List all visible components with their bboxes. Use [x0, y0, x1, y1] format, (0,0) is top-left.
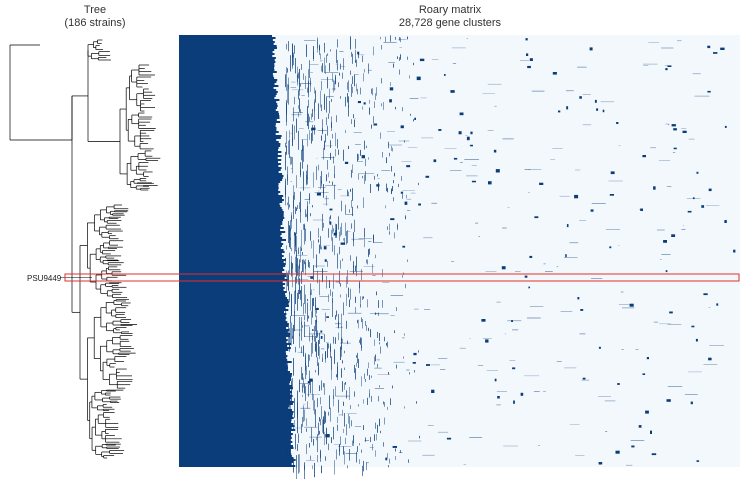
tree-subtitle: (186 strains): [64, 17, 126, 29]
tree-title-block: Tree (186 strains): [20, 4, 170, 30]
phylogenetic-tree: [9, 39, 161, 459]
tree-title: Tree: [83, 4, 107, 16]
matrix-title: Roary matrix: [418, 4, 482, 16]
matrix-core-genome-block: [179, 35, 271, 467]
matrix-title-block: Roary matrix 28,728 gene clusters: [330, 4, 570, 30]
matrix-gene-presence-marks: [271, 35, 736, 479]
highlight-row-psu9449[interactable]: [64, 273, 740, 282]
matrix-subtitle: 28,728 gene clusters: [398, 17, 502, 29]
highlight-label: PSU9449: [27, 274, 62, 283]
